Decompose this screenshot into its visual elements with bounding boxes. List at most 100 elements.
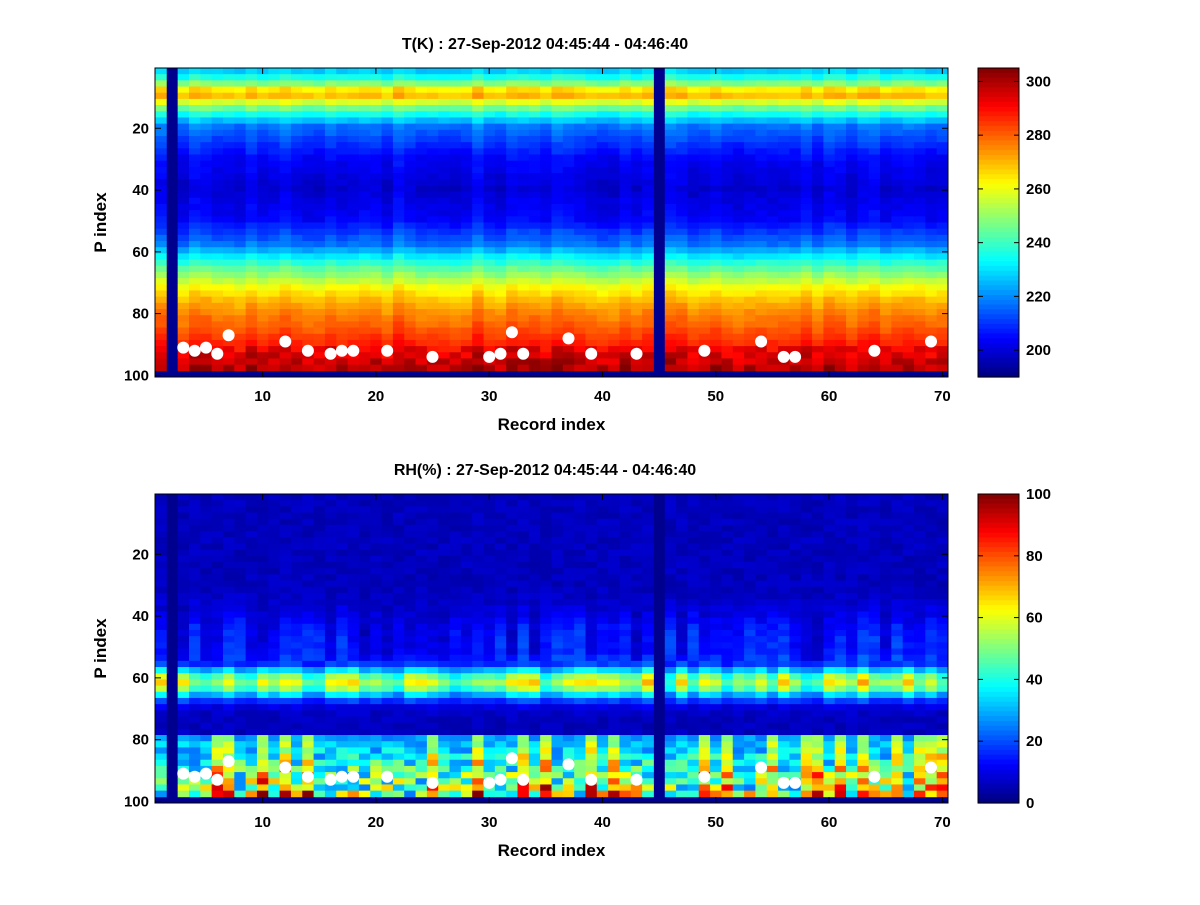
heatmap-cell — [506, 68, 518, 75]
heatmap-cell — [699, 74, 711, 81]
heatmap-cell — [404, 260, 416, 267]
heatmap-cell — [518, 161, 530, 168]
heatmap-cell — [710, 303, 722, 310]
heatmap-cell — [291, 266, 303, 273]
heatmap-cell — [585, 315, 597, 322]
heatmap-cell — [472, 710, 484, 717]
heatmap-cell — [778, 173, 790, 180]
heatmap-cell — [484, 716, 496, 723]
heatmap-cell — [642, 260, 654, 267]
heatmap-cell — [721, 210, 733, 217]
heatmap-cell — [438, 735, 450, 742]
heatmap-cell — [563, 179, 575, 186]
heatmap-cell — [880, 93, 892, 100]
heatmap-cell — [257, 543, 269, 550]
heatmap-cell — [450, 562, 462, 569]
heatmap-cell — [812, 346, 824, 353]
heatmap-cell — [778, 229, 790, 236]
heatmap-cell — [234, 686, 246, 693]
heatmap-cell — [325, 574, 337, 581]
heatmap-cell — [257, 124, 269, 131]
heatmap-cell — [359, 148, 371, 155]
heatmap-cell — [665, 87, 677, 94]
heatmap-cell — [257, 167, 269, 174]
heatmap-cell — [450, 791, 462, 798]
heatmap-cell — [404, 630, 416, 637]
heatmap-cell — [518, 315, 530, 322]
heatmap-cell — [370, 284, 382, 291]
heatmap-cell — [416, 124, 428, 131]
heatmap-cell — [336, 328, 348, 335]
heatmap-cell — [585, 303, 597, 310]
heatmap-cell — [359, 624, 371, 631]
heatmap-cell — [835, 235, 847, 242]
heatmap-cell — [155, 772, 167, 779]
heatmap-cell — [370, 148, 382, 155]
colorbar-segment — [978, 353, 1019, 358]
heatmap-cell — [450, 716, 462, 723]
heatmap-cell — [416, 698, 428, 705]
heatmap-cell — [608, 210, 620, 217]
heatmap-cell — [438, 346, 450, 353]
heatmap-cell — [348, 537, 360, 544]
heatmap-cell — [903, 334, 915, 341]
heatmap-cell — [212, 93, 224, 100]
heatmap-cell — [348, 74, 360, 81]
heatmap-cell — [495, 334, 507, 341]
heatmap-cell — [631, 142, 643, 149]
heatmap-cell — [416, 574, 428, 581]
heatmap-cell — [472, 290, 484, 297]
heatmap-cell — [404, 290, 416, 297]
heatmap-cell — [404, 247, 416, 254]
heatmap-cell — [200, 525, 212, 532]
heatmap-cell — [325, 241, 337, 248]
heatmap-cell — [529, 111, 541, 118]
heatmap-cell — [257, 667, 269, 674]
heatmap-cell — [427, 167, 439, 174]
heatmap-cell — [382, 605, 394, 612]
heatmap-cell — [472, 550, 484, 557]
heatmap-cell — [608, 105, 620, 112]
heatmap-cell — [200, 630, 212, 637]
heatmap-cell — [268, 791, 280, 798]
colorbar-segment — [978, 155, 1019, 160]
heatmap-cell — [755, 260, 767, 267]
heatmap-cell — [246, 185, 258, 192]
heatmap-cell — [574, 309, 586, 316]
heatmap-cell — [291, 210, 303, 217]
heatmap-cell — [891, 358, 903, 365]
heatmap-cell — [382, 655, 394, 662]
heatmap-cell — [336, 321, 348, 328]
heatmap-cell — [574, 297, 586, 304]
heatmap-cell — [223, 74, 235, 81]
surface-marker — [925, 336, 937, 348]
heatmap-cell — [348, 185, 360, 192]
heatmap-cell — [246, 531, 258, 538]
heatmap-cell — [223, 241, 235, 248]
heatmap-cell — [574, 358, 586, 365]
heatmap-cell — [484, 655, 496, 662]
heatmap-cell — [767, 210, 779, 217]
heatmap-cell — [484, 710, 496, 717]
heatmap-cell — [687, 346, 699, 353]
heatmap-cell — [778, 142, 790, 149]
heatmap-cell — [461, 358, 473, 365]
heatmap-cell — [914, 130, 926, 137]
heatmap-cell — [721, 130, 733, 137]
heatmap-cell — [733, 365, 745, 372]
heatmap-cell — [472, 266, 484, 273]
heatmap-cell — [370, 525, 382, 532]
heatmap-cell — [755, 111, 767, 118]
heatmap-cell — [155, 260, 167, 267]
heatmap-cell — [336, 655, 348, 662]
heatmap-cell — [925, 253, 937, 260]
heatmap-cell — [937, 315, 949, 322]
heatmap-cell — [234, 618, 246, 625]
heatmap-cell — [484, 636, 496, 643]
heatmap-cell — [495, 173, 507, 180]
heatmap-cell — [359, 105, 371, 112]
heatmap-cell — [234, 574, 246, 581]
heatmap-cell — [178, 649, 190, 656]
heatmap-cell — [314, 198, 326, 205]
heatmap-cell — [416, 704, 428, 711]
